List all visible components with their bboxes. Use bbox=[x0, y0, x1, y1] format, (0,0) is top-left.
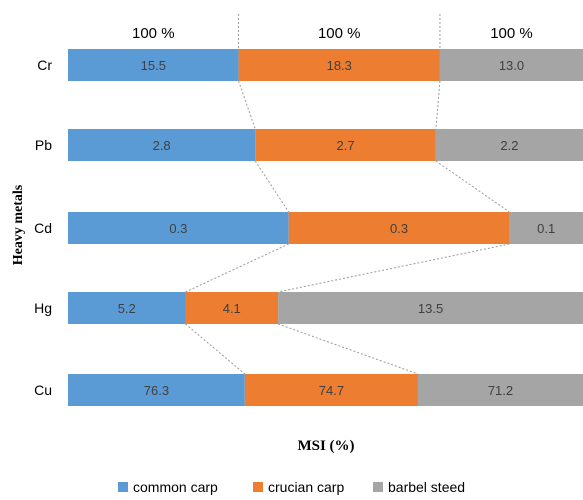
series-line bbox=[435, 160, 510, 213]
bar-pb-common-carp bbox=[68, 129, 256, 161]
series-line bbox=[254, 160, 290, 213]
bar-hg-crucian-carp bbox=[185, 292, 279, 324]
category-label-hg: Hg bbox=[34, 300, 52, 316]
bar-hg-common-carp bbox=[68, 292, 186, 324]
bar-pb-barbel-steed bbox=[435, 129, 583, 161]
legend-swatch-common-carp bbox=[118, 482, 128, 492]
legend-swatch-barbel-steed bbox=[373, 482, 383, 492]
total-label: 100 % bbox=[318, 25, 361, 42]
bar-cd-barbel-steed bbox=[509, 212, 583, 244]
legend: common carp crucian carp barbel steed bbox=[118, 479, 465, 495]
bar-cr-barbel-steed bbox=[439, 49, 583, 81]
category-label-cr: Cr bbox=[37, 57, 52, 73]
bar-cr-common-carp bbox=[68, 49, 239, 81]
series-line bbox=[185, 323, 246, 375]
bar-cd-crucian-carp bbox=[288, 212, 510, 244]
legend-label-common-carp: common carp bbox=[133, 479, 218, 495]
bar-hg-barbel-steed bbox=[278, 292, 583, 324]
legend-label-crucian-carp: crucian carp bbox=[268, 479, 344, 495]
bar-cu-crucian-carp bbox=[244, 374, 418, 406]
bar-cd-common-carp bbox=[68, 212, 289, 244]
series-line bbox=[435, 80, 441, 130]
data-label: 0.1 bbox=[537, 221, 555, 236]
data-label: 15.5 bbox=[141, 58, 166, 73]
x-axis-label: MSI (%) bbox=[297, 438, 354, 454]
total-label: 100 % bbox=[490, 25, 533, 42]
data-label: 74.7 bbox=[319, 383, 344, 398]
data-label: 18.3 bbox=[327, 58, 352, 73]
series-line bbox=[238, 80, 256, 130]
category-label-cd: Cd bbox=[34, 220, 52, 236]
data-label: 2.2 bbox=[500, 138, 518, 153]
bar-cu-common-carp bbox=[68, 374, 245, 406]
category-label-cu: Cu bbox=[34, 382, 52, 398]
legend-label-barbel-steed: barbel steed bbox=[388, 479, 465, 495]
bar-pb-crucian-carp bbox=[255, 129, 436, 161]
data-label: 71.2 bbox=[488, 383, 513, 398]
plot-area: 15.5 18.3 13.0 2.8 2.7 2.2 0.3 0.3 0.1 5.2 4.1 13.5… bbox=[68, 14, 583, 406]
data-label: 13.5 bbox=[418, 301, 443, 316]
total-label: 100 % bbox=[132, 25, 175, 42]
series-line bbox=[277, 243, 510, 293]
data-label: 76.3 bbox=[144, 383, 169, 398]
data-label: 5.2 bbox=[118, 301, 136, 316]
bar-cr-crucian-carp bbox=[238, 49, 440, 81]
data-label: 2.8 bbox=[153, 138, 171, 153]
y-axis-label: Heavy metals bbox=[11, 184, 26, 265]
data-label: 2.7 bbox=[337, 138, 355, 153]
category-label-pb: Pb bbox=[35, 137, 52, 153]
data-label: 4.1 bbox=[223, 301, 241, 316]
legend-swatch-crucian-carp bbox=[253, 482, 263, 492]
series-line bbox=[277, 323, 419, 375]
data-label: 0.3 bbox=[169, 221, 187, 236]
data-label: 13.0 bbox=[499, 58, 524, 73]
bar-cu-barbel-steed bbox=[417, 374, 583, 406]
series-line bbox=[185, 243, 289, 293]
data-label: 0.3 bbox=[390, 221, 408, 236]
total-labels: 100 % 100 % 100 % bbox=[132, 25, 533, 42]
category-axis: Cr Pb Cd Hg Cu bbox=[34, 57, 52, 398]
